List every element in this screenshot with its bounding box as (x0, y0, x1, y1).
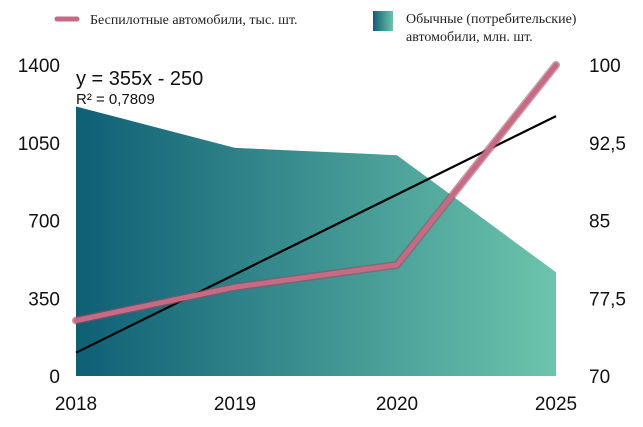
legend-label-conventional: Обычные (потребительские) автомобили, млн… (406, 12, 577, 45)
x-tick-label: 2018 (55, 394, 97, 415)
x-tick-label: 2025 (535, 394, 577, 415)
left-tick-label: 1400 (18, 56, 60, 77)
left-axis-ticks: 0 350 700 1050 1400 (18, 56, 60, 388)
left-tick-label: 350 (28, 289, 60, 310)
legend-area-swatch (373, 11, 393, 31)
trendline-r-squared: R² = 0,7809 (76, 91, 155, 108)
right-tick-label: 92,5 (589, 134, 626, 155)
right-tick-label: 100 (589, 56, 621, 77)
right-tick-label: 85 (589, 212, 610, 233)
left-tick-label: 0 (49, 367, 60, 388)
line-autonomous-cars (73, 62, 559, 323)
x-axis-ticks: 2018 2019 2020 2025 (55, 394, 577, 415)
x-tick-label: 2019 (214, 394, 256, 415)
right-axis-ticks: 70 77,5 85 92,5 100 (589, 56, 626, 388)
x-tick-label: 2020 (376, 394, 418, 415)
left-tick-label: 1050 (18, 134, 60, 155)
trendline (75, 115, 557, 354)
right-tick-label: 70 (589, 367, 610, 388)
right-tick-label: 77,5 (589, 289, 626, 310)
area-conventional-cars (76, 106, 556, 376)
legend: Беспилотные автомобили, тыс. шт. Обычные… (54, 11, 577, 45)
left-tick-label: 700 (28, 212, 60, 233)
legend-label-autonomous: Беспилотные автомобили, тыс. шт. (90, 13, 298, 28)
trendline-equation: y = 355x - 250 (76, 68, 203, 90)
